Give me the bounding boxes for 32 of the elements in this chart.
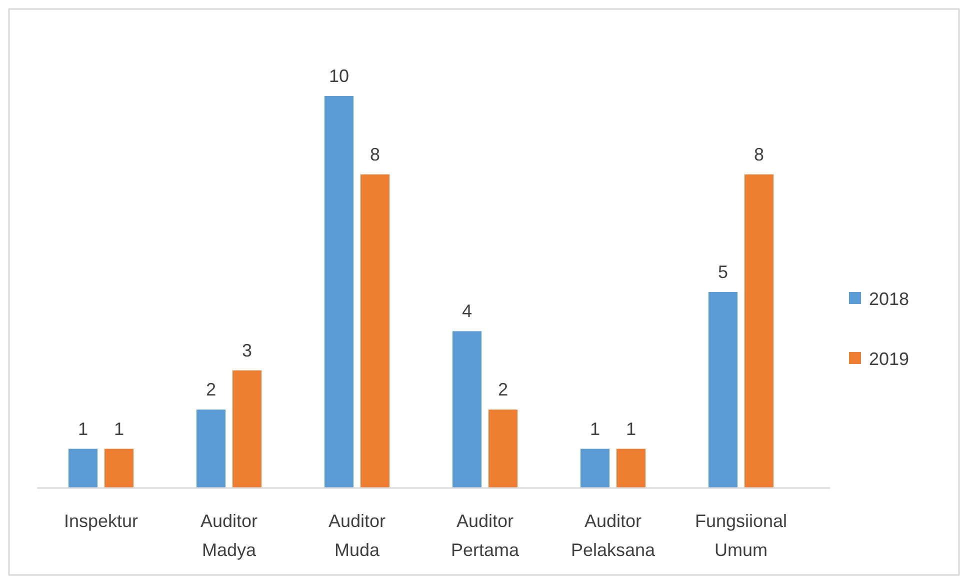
x-tick-label: Auditor Pertama — [450, 511, 520, 560]
bar — [744, 174, 774, 488]
data-label: 3 — [242, 340, 252, 360]
bar — [488, 410, 518, 488]
x-tick-label: Inspektur — [64, 511, 138, 531]
bar — [68, 448, 98, 488]
data-label: 1 — [590, 418, 600, 439]
bar — [452, 331, 482, 488]
x-tick-label: Auditor Muda — [328, 511, 386, 560]
data-label: 10 — [328, 66, 350, 86]
bar — [324, 96, 354, 488]
data-label: 1 — [114, 418, 124, 439]
bar — [196, 410, 226, 488]
data-label: 2 — [498, 380, 508, 400]
legend-label: 2018 — [869, 289, 910, 309]
data-label: 8 — [754, 144, 764, 164]
bar — [104, 448, 134, 488]
data-label: 1 — [626, 418, 636, 439]
data-label: 4 — [462, 301, 472, 322]
x-tick-label: Fungsiional Umum — [694, 511, 788, 560]
data-label: 2 — [206, 380, 216, 400]
bar — [360, 174, 390, 488]
bar — [616, 448, 646, 488]
legend-label: 2019 — [869, 349, 910, 369]
x-tick-label: Auditor Madya — [200, 511, 258, 560]
bar — [232, 370, 262, 488]
bar — [580, 448, 610, 488]
data-label: 8 — [370, 144, 380, 164]
bar — [708, 292, 738, 488]
data-label: 5 — [718, 262, 728, 282]
data-label: 1 — [78, 418, 88, 439]
x-tick-label: Auditor Pelaksana — [570, 511, 656, 560]
